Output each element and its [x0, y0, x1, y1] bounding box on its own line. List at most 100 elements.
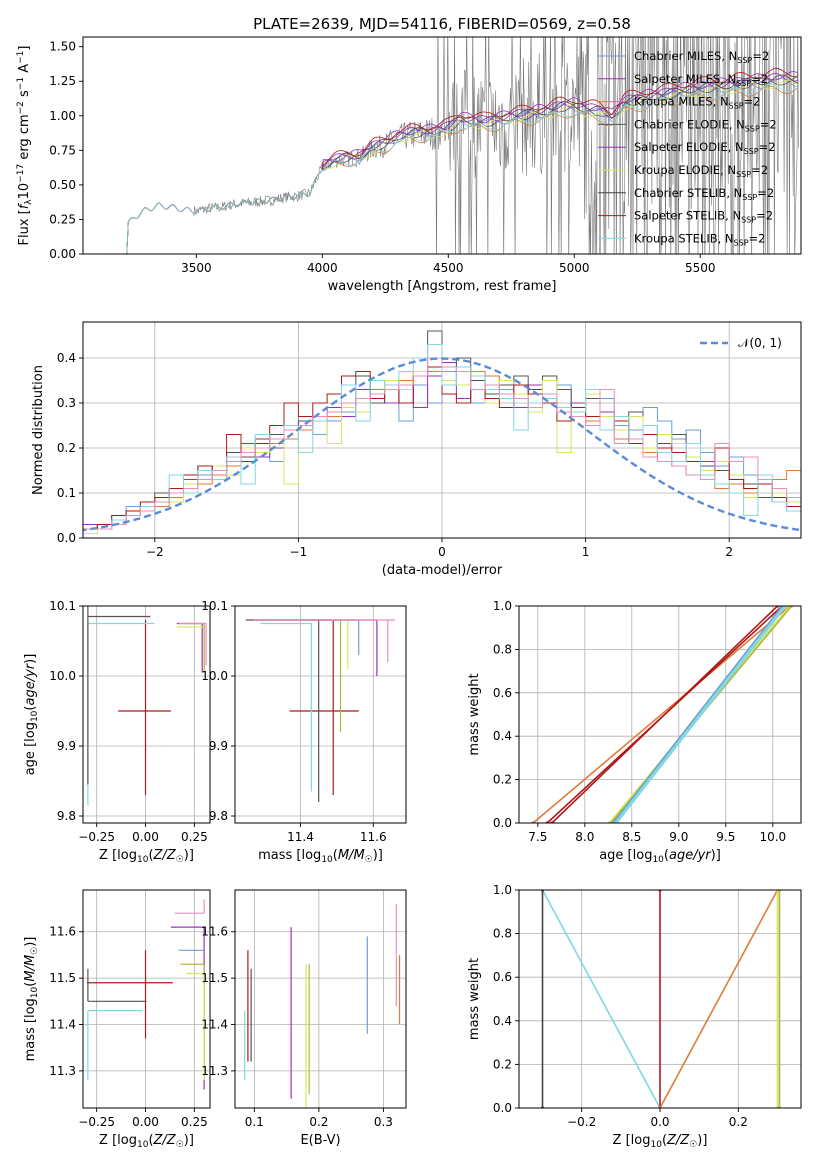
y-tick-label: 1.0 — [493, 883, 512, 897]
y-tick-label: 10.0 — [49, 669, 76, 683]
y-tick-label: 11.3 — [49, 1064, 76, 1078]
y-tick-label: 0.2 — [493, 773, 512, 787]
x-axis-label: Z [log10(Z/Z☉)] — [613, 1133, 708, 1150]
y-tick-label: 0.4 — [493, 1014, 512, 1028]
legend-label: Kroupa MILES, NSSP=2 — [634, 95, 760, 111]
x-tick-label: −0.2 — [567, 1115, 596, 1129]
y-tick-label: 1.50 — [49, 40, 76, 54]
y-tick-label: 11.3 — [201, 1064, 228, 1078]
x-tick-label: 4000 — [307, 261, 338, 275]
legend-label: Salpeter MILES, NSSP=2 — [634, 72, 768, 88]
panel-age_vs_mass: 11.4 11.6 9.8 9.9 10.0 10.1 mass [log10(M/M☉)] — [201, 599, 407, 865]
y-tick-label: 0.50 — [49, 178, 76, 192]
x-tick-label: 0.00 — [132, 1115, 159, 1129]
spectrum-model-line — [120, 83, 799, 254]
x-axis-label: Z [log10(Z/Z☉)] — [99, 848, 194, 865]
y-tick-label: 0.75 — [49, 143, 76, 157]
panel-mass_vs_Z: −0.25 0.00 0.25 11.3 11.4 11.5 11.6 Z [log10(Z/… — [23, 889, 211, 1150]
x-axis-label: mass [log10(M/M☉)] — [258, 848, 383, 865]
plot-area-mass_vs_ebv — [244, 903, 401, 1108]
plot-area-spectrum — [120, 37, 799, 254]
x-tick-label: 5000 — [559, 261, 590, 275]
x-axis-label: Z [log10(Z/Z☉)] — [99, 1133, 194, 1150]
y-tick-label: 0.4 — [57, 351, 76, 365]
y-tick-label: 0.25 — [49, 212, 76, 226]
y-tick-label: 9.8 — [57, 809, 76, 823]
mass-weight-line — [546, 606, 783, 823]
y-axis-label: Flux [fλ10−17 erg cm−2 s−1 A−1] — [16, 46, 34, 246]
y-tick-label: 11.6 — [201, 925, 228, 939]
y-tick-label: 0.0 — [57, 531, 76, 545]
plot-area-massweight_vs_age — [531, 606, 794, 823]
y-axis-label: mass weight — [467, 958, 482, 1040]
y-tick-label: 10.0 — [201, 669, 228, 683]
x-tick-label: 9.5 — [716, 830, 735, 844]
mass-weight-line — [659, 890, 779, 1108]
y-tick-label: 0.0 — [493, 816, 512, 830]
y-tick-label: 0.2 — [493, 1057, 512, 1071]
y-tick-label: 0.2 — [57, 441, 76, 455]
y-axis-label: Normed distribution — [31, 365, 46, 495]
y-tick-label: 0.1 — [57, 486, 76, 500]
x-tick-label: 8.0 — [575, 830, 594, 844]
panel-mass_vs_ebv: 0.1 0.2 0.3 11.3 11.4 11.5 11.6 E(B-V) — [201, 889, 407, 1148]
legend-label: Chabrier ELODIE, NSSP=2 — [634, 117, 777, 133]
y-tick-label: 11.4 — [49, 1018, 76, 1032]
x-axis-label: wavelength [Angstrom, rest frame] — [328, 279, 557, 294]
x-tick-label: 1 — [582, 545, 590, 559]
spectrum-data-line — [193, 37, 799, 254]
y-tick-label: 0.6 — [493, 686, 512, 700]
axes-frame — [82, 605, 211, 824]
plot-area-massweight_vs_Z — [540, 890, 782, 1108]
x-tick-label: 0.25 — [181, 830, 208, 844]
x-tick-label: 0.2 — [309, 1115, 328, 1129]
axes-frame — [518, 605, 802, 824]
x-tick-label: 0.0 — [650, 1115, 669, 1129]
mass-weight-line — [541, 890, 661, 1108]
x-tick-label: 0.2 — [729, 1115, 748, 1129]
y-tick-label: 1.0 — [493, 599, 512, 613]
x-tick-label: 11.6 — [360, 830, 387, 844]
y-tick-label: 11.4 — [201, 1018, 228, 1032]
y-tick-label: 11.5 — [201, 971, 228, 985]
x-tick-label: 0.00 — [132, 830, 159, 844]
legend-label: Chabrier STELIB, NSSP=2 — [634, 186, 774, 202]
x-tick-label: 4500 — [433, 261, 464, 275]
x-tick-label: 2 — [725, 545, 733, 559]
y-tick-label: 9.8 — [209, 809, 228, 823]
axes-frame — [82, 889, 211, 1109]
panel-age_vs_Z: −0.25 0.00 0.25 9.8 9.9 10.0 10.1 Z [log10(Z/Z☉… — [23, 599, 211, 865]
x-tick-label: 5500 — [685, 261, 716, 275]
axes-frame — [82, 36, 802, 255]
x-tick-label: 7.5 — [528, 830, 547, 844]
legend-label: Salpeter ELODIE, NSSP=2 — [634, 140, 776, 156]
x-tick-label: 0 — [438, 545, 446, 559]
x-axis-label: E(B-V) — [300, 1133, 340, 1148]
legend-label: Salpeter STELIB, NSSP=2 — [634, 209, 773, 225]
x-tick-label: −0.25 — [78, 830, 115, 844]
x-tick-label: −1 — [290, 545, 308, 559]
y-axis-label: mass [log10(M/M☉)] — [23, 937, 40, 1062]
plot-area-age_vs_mass — [245, 619, 396, 802]
mass-weight-line — [616, 606, 787, 823]
axes-frame — [234, 889, 407, 1109]
y-axis-label: mass weight — [467, 673, 482, 755]
y-tick-label: 0.3 — [57, 396, 76, 410]
x-axis-label: (data-model)/error — [382, 563, 503, 578]
plot-area-mass_vs_Z — [86, 899, 205, 1090]
mass-weight-line — [532, 606, 791, 823]
y-tick-label: 9.9 — [57, 739, 76, 753]
x-axis-label: age [log10(age/yr)] — [599, 848, 721, 865]
y-tick-label: 9.9 — [209, 739, 228, 753]
y-tick-label: 1.00 — [49, 109, 76, 123]
histogram-step — [83, 357, 801, 538]
panel-massweight_vs_Z: −0.2 0.0 0.2 0.0 0.2 0.4 0.6 0.8 1.0 Z [log10(Z/Z… — [467, 883, 802, 1150]
panel-spectrum: Chabrier MILES, NSSP=2 Salpeter MILES, NS… — [16, 36, 802, 294]
x-tick-label: 10.0 — [759, 830, 786, 844]
axes-frame — [234, 605, 407, 824]
y-tick-label: 10.1 — [49, 599, 76, 613]
y-tick-label: 0.4 — [493, 729, 512, 743]
x-tick-label: 3500 — [181, 261, 212, 275]
panel-residuals: 𝒩(0, 1) −2 −1 0 1 2 0.0 0.1 0.2 0.3 0.4 (data-model… — [31, 321, 802, 578]
y-tick-label: 0.6 — [493, 970, 512, 984]
